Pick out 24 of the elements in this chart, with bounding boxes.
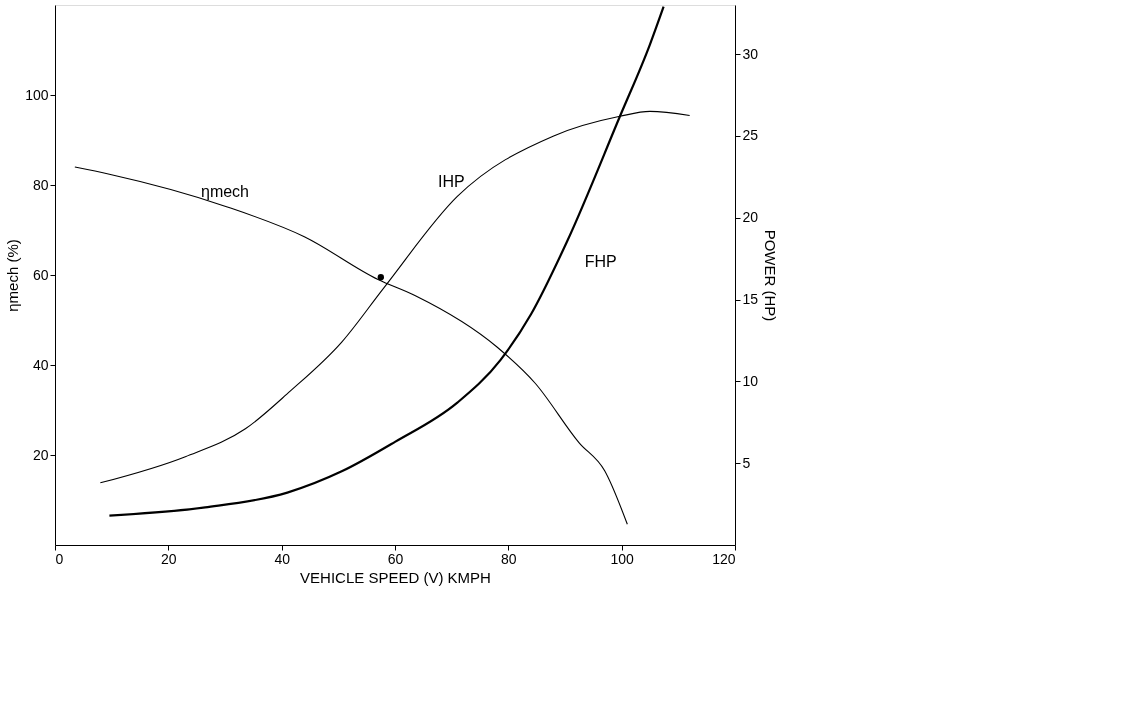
y-tick-label: 80 [32,176,49,193]
x-tick-label: 60 [387,550,404,567]
y2-tick-label: 25 [742,127,759,144]
x-tick-label: 80 [501,550,517,567]
x-tick-label: 120 [712,550,736,567]
y-axis-title: ηmech (%) [4,239,22,312]
series-label: FHP [584,253,617,271]
x-axis-title: VEHICLE SPEED (V) KMPH [300,568,491,586]
y2-tick-label: 10 [742,372,759,389]
y2-axis-title: POWER (HP) [762,229,780,322]
x-tick-label: 100 [610,550,635,567]
y2-tick-label: 15 [742,291,759,308]
y2-tick-label: 5 [742,454,751,471]
y-tick-label: 20 [32,446,49,463]
x-tick-label: 0 [55,550,64,567]
y-tick-label: 100 [25,86,49,103]
series-label: ηmech [200,183,250,201]
y2-tick-label: 20 [742,209,759,226]
y-tick-label: 60 [32,266,49,283]
x-tick-label: 40 [274,550,291,567]
x-tick-label: 20 [161,550,177,567]
y2-tick-label: 30 [742,45,759,62]
series-label: IHP [438,173,465,191]
y-tick-label: 40 [32,356,49,373]
